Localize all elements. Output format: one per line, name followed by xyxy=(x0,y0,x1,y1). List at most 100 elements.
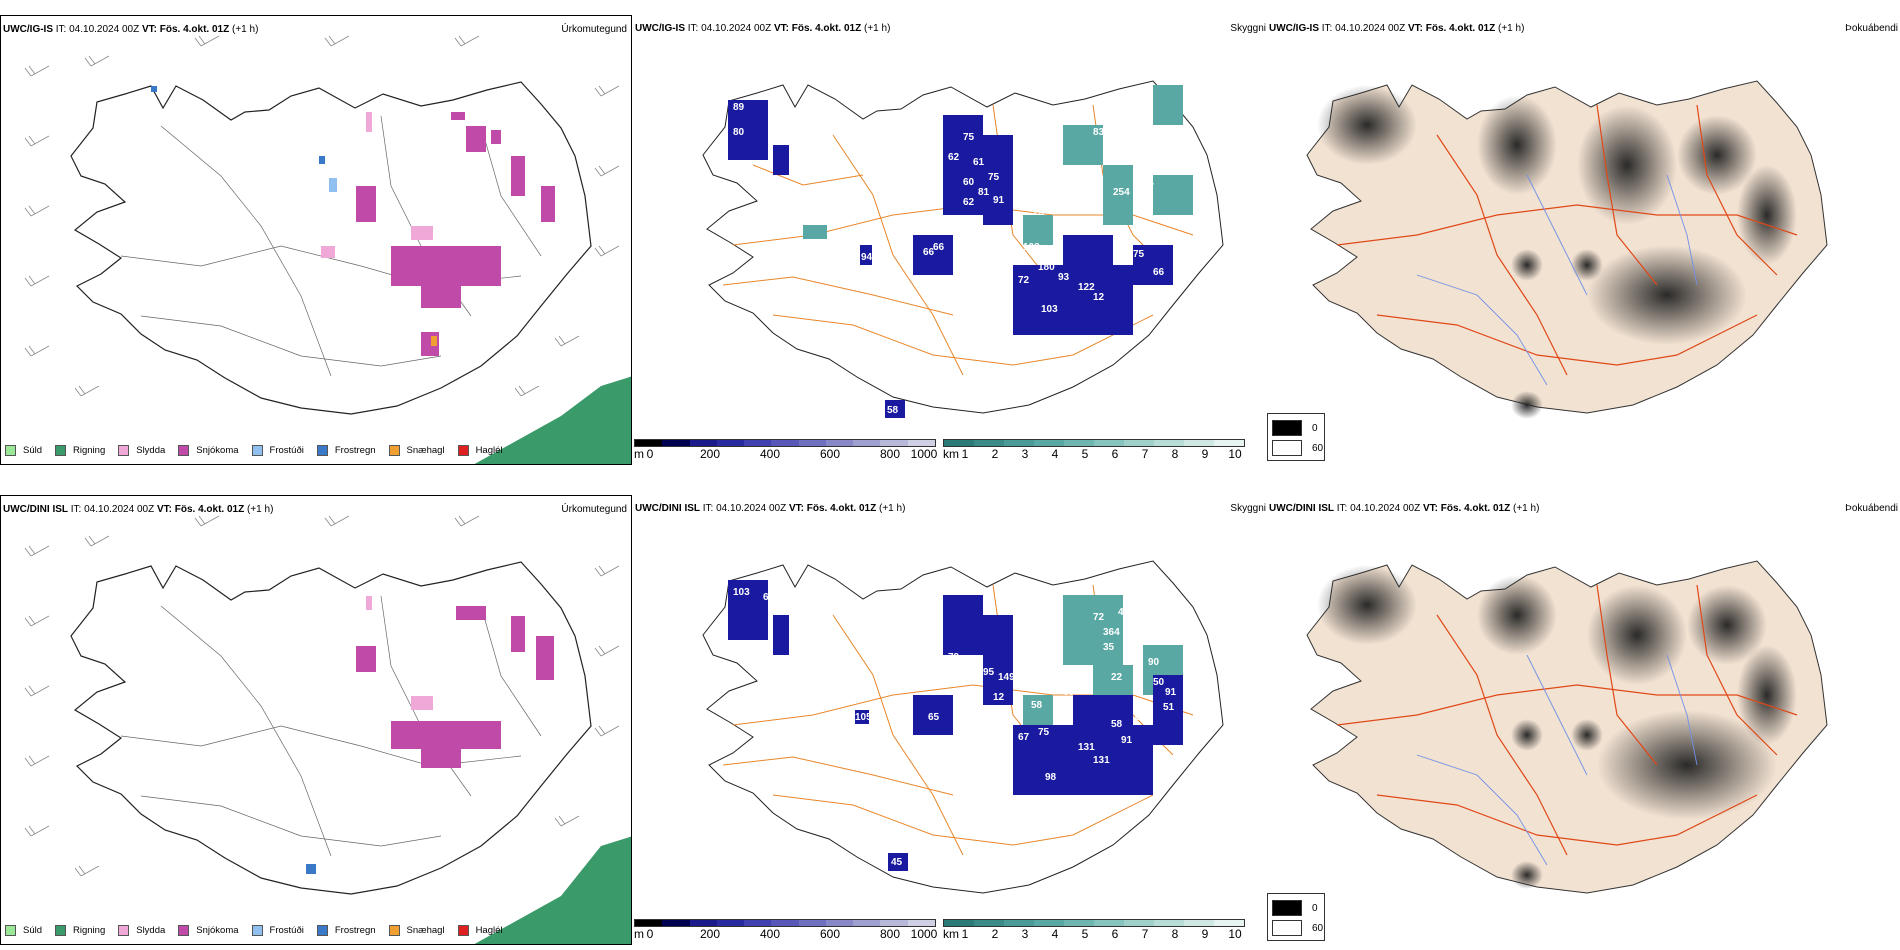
svg-text:90: 90 xyxy=(1148,657,1160,668)
svg-text:66: 66 xyxy=(1063,687,1075,698)
scale-tick: 1000 xyxy=(910,927,938,941)
svg-text:90: 90 xyxy=(793,622,805,633)
scale-tick: 7 xyxy=(1141,447,1149,461)
precip-rain-sea xyxy=(474,836,631,944)
panel-title: UWC/DINI ISL IT: 04.10.2024 00Z VT: Fös.… xyxy=(1269,503,1540,514)
legend-item: Frostregn xyxy=(316,924,376,936)
svg-text:180: 180 xyxy=(1038,262,1055,273)
field-name: Úrkomutegund xyxy=(561,24,627,35)
svg-text:79: 79 xyxy=(948,652,960,663)
visibility-map: 103 60 90 79 75 95 149 12 65 105 67 75 1… xyxy=(702,560,1224,894)
visibility-panel-row1: 89 75 80 62 61 75 60 81 91 62 66 94 66 7… xyxy=(633,15,1266,465)
svg-text:75: 75 xyxy=(963,132,975,143)
elevation-scale: m 0 200 400 600 800 1000 xyxy=(634,919,939,945)
svg-text:103: 103 xyxy=(1041,304,1058,315)
scale-tick: 8 xyxy=(1171,447,1179,461)
scale-tick: 400 xyxy=(759,927,781,941)
legend-item: Súld xyxy=(5,444,42,456)
scale-tick: 7 xyxy=(1141,927,1149,941)
svg-text:65: 65 xyxy=(928,712,940,723)
svg-text:27: 27 xyxy=(1143,182,1155,193)
precip-legend: Súld Rigning Slydda Snjókoma Frostúði Fr… xyxy=(5,442,516,458)
svg-text:72: 72 xyxy=(1018,275,1030,286)
precip-map xyxy=(24,515,631,944)
svg-text:91: 91 xyxy=(1121,735,1133,746)
visibility-labels: 89 75 80 62 61 75 60 81 91 62 66 94 66 7… xyxy=(733,102,1185,416)
field-name: Þokuábendi xyxy=(1845,503,1898,514)
svg-text:131: 131 xyxy=(1078,742,1095,753)
fog-panel-row2: UWC/DINI ISL IT: 04.10.2024 00Z VT: Fös.… xyxy=(1267,495,1900,945)
svg-text:75: 75 xyxy=(948,672,960,683)
low-visibility-blue xyxy=(728,580,1183,871)
svg-text:95: 95 xyxy=(983,667,995,678)
scale-tick: 2 xyxy=(991,447,999,461)
svg-text:254: 254 xyxy=(1113,187,1130,198)
legend-item: Rigning xyxy=(55,924,105,936)
low-visibility-blue xyxy=(728,100,1173,418)
fog-roads xyxy=(1336,584,1798,856)
svg-text:102: 102 xyxy=(1063,342,1080,353)
svg-text:62: 62 xyxy=(963,197,975,208)
panel-title: UWC/IG-IS IT: 04.10.2024 00Z VT: Fös. 4.… xyxy=(635,23,891,34)
visibility-scale: km 1 2 3 4 5 6 7 8 9 10 xyxy=(943,439,1248,465)
svg-text:67: 67 xyxy=(1018,732,1030,743)
visibility-labels: 103 60 90 79 75 95 149 12 65 105 67 75 1… xyxy=(733,587,1177,868)
svg-text:346: 346 xyxy=(1033,627,1050,638)
svg-text:12: 12 xyxy=(993,692,1005,703)
scale-tick: 1000 xyxy=(910,447,938,461)
precip-snow xyxy=(356,112,555,356)
wind-barbs xyxy=(24,35,620,397)
svg-text:75: 75 xyxy=(1133,249,1145,260)
svg-text:50: 50 xyxy=(1173,217,1185,228)
legend-item: Rigning xyxy=(55,444,105,456)
panel-title: UWC/DINI ISL IT: 04.10.2024 00Z VT: Fös.… xyxy=(635,503,906,514)
fog-panel-row1: UWC/IG-IS IT: 04.10.2024 00Z VT: Fös. 4.… xyxy=(1267,15,1900,465)
scale-tick: 8 xyxy=(1171,927,1179,941)
fog-legend-high: 0 xyxy=(1272,900,1318,916)
fog-legend-high: 0 xyxy=(1272,420,1318,436)
scale-tick: 200 xyxy=(699,447,721,461)
elevation-colorbar xyxy=(634,439,936,447)
visibility-panel-row2: 103 60 90 79 75 95 149 12 65 105 67 75 1… xyxy=(633,495,1266,945)
panel-title: UWC/DINI ISL IT: 04.10.2024 00Z VT: Fös.… xyxy=(3,504,274,515)
svg-text:51: 51 xyxy=(1163,702,1175,713)
scale-tick: 5 xyxy=(1081,927,1089,941)
fog-legend: 0 60 xyxy=(1267,413,1325,461)
svg-text:67: 67 xyxy=(1053,217,1065,228)
scale-tick: 1 xyxy=(961,927,969,941)
scale-tick: 10 xyxy=(1228,927,1242,941)
fog-rivers xyxy=(1416,654,1698,866)
svg-text:149: 149 xyxy=(1133,712,1150,723)
svg-text:58: 58 xyxy=(887,405,899,416)
legend-item: Haglél xyxy=(457,444,503,456)
fog-map xyxy=(1306,80,1828,419)
precip-map xyxy=(24,35,631,464)
field-name: Úrkomutegund xyxy=(561,504,627,515)
svg-text:131: 131 xyxy=(1093,755,1110,766)
svg-text:364: 364 xyxy=(1103,627,1120,638)
scale-tick: 1 xyxy=(961,447,969,461)
svg-text:12: 12 xyxy=(1093,292,1105,303)
legend-item: Snæhagl xyxy=(388,444,445,456)
legend-item: Slydda xyxy=(118,924,165,936)
svg-text:66: 66 xyxy=(923,247,935,258)
fog-legend-low: 60 xyxy=(1272,920,1323,936)
precip-rain-sea xyxy=(474,376,631,464)
scale-unit: km xyxy=(943,927,959,941)
legend-item: Snjókoma xyxy=(178,924,239,936)
precip-sleet xyxy=(321,112,433,258)
svg-text:58: 58 xyxy=(1031,700,1043,711)
svg-text:94: 94 xyxy=(861,252,873,263)
svg-text:75: 75 xyxy=(988,172,1000,183)
scale-tick: 4 xyxy=(1051,447,1059,461)
legend-item: Frostúði xyxy=(251,444,304,456)
legend-item: Snjókoma xyxy=(178,444,239,456)
precip-snowgrain xyxy=(431,336,437,346)
field-name: Þokuábendi xyxy=(1845,23,1898,34)
precip-panel-row2: UWC/DINI ISL IT: 04.10.2024 00Z VT: Fös.… xyxy=(0,495,632,945)
fog-shading xyxy=(1317,565,1797,889)
svg-text:122: 122 xyxy=(1078,282,1095,293)
svg-text:185: 185 xyxy=(1103,157,1120,168)
visibility-colorbar xyxy=(943,919,1245,927)
svg-text:53: 53 xyxy=(1163,137,1175,148)
